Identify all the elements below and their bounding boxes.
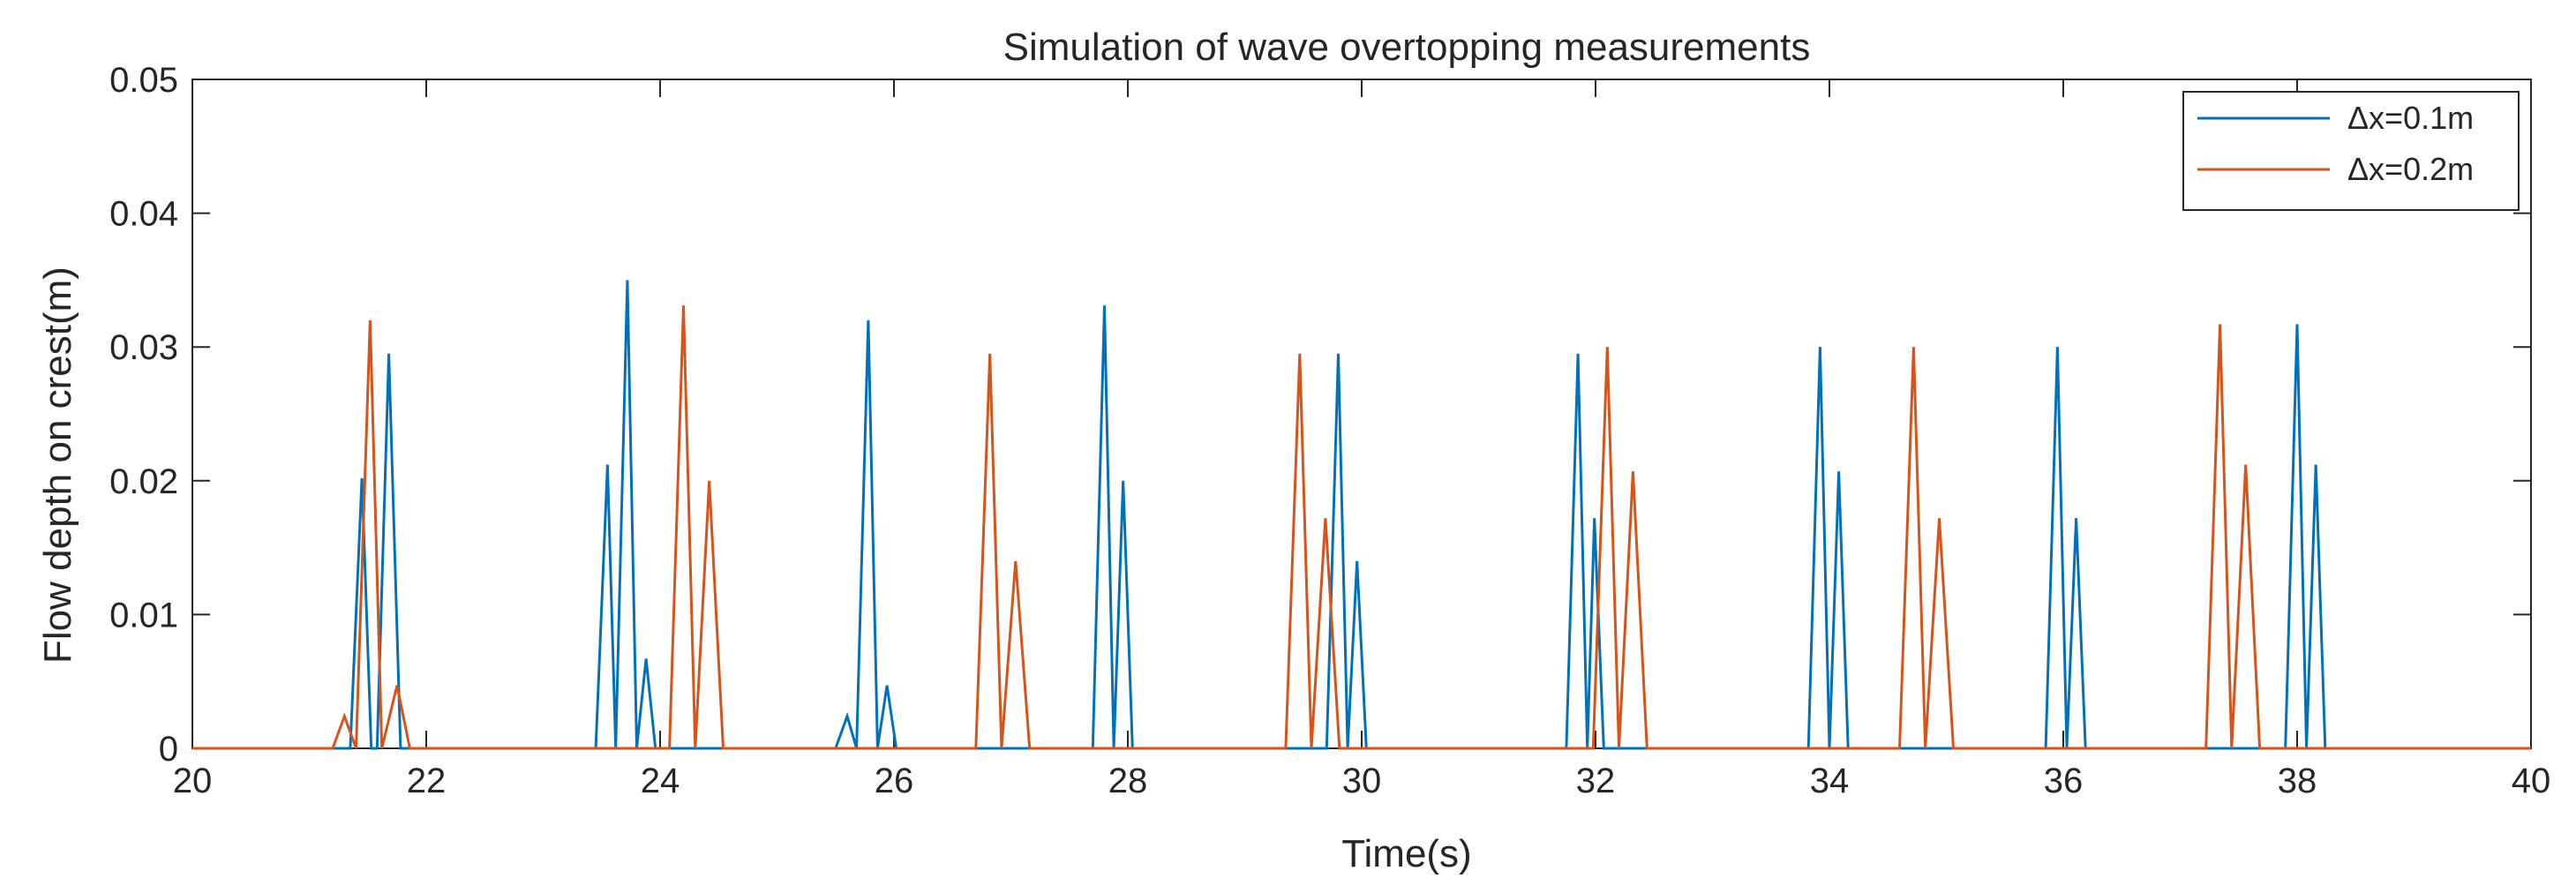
y-tick-label: 0 [159, 730, 178, 769]
y-tick-label: 0.04 [109, 195, 178, 234]
x-tick-label: 20 [173, 762, 213, 800]
legend-entry-1: Δx=0.1m [2347, 100, 2474, 136]
x-tick-label: 36 [2044, 762, 2084, 800]
x-tick-label: 38 [2278, 762, 2317, 800]
y-tick-label: 0.02 [109, 462, 178, 501]
x-tick-label: 24 [641, 762, 680, 800]
x-tick-label: 30 [1342, 762, 1382, 800]
x-axis-label: Time(s) [1341, 832, 1471, 875]
legend-entry-2: Δx=0.2m [2347, 151, 2474, 187]
x-tick-label: 26 [875, 762, 914, 800]
series-line-2 [192, 305, 2531, 750]
x-tick-label: 22 [407, 762, 447, 800]
plot-area: 20 22 24 26 28 30 32 34 36 38 40 0 0.01 0.02 0.03 0.04 0… [109, 61, 2550, 800]
x-tick-label: 40 [2512, 762, 2551, 800]
legend-box [2182, 91, 2520, 211]
x-tick-label: 32 [1576, 762, 1616, 800]
chart-title: Simulation of wave overtopping measureme… [1003, 26, 1811, 69]
x-tick-label: 28 [1108, 762, 1148, 800]
x-tick-label: 34 [1810, 762, 1850, 800]
y-tick-label: 0.03 [109, 328, 178, 367]
y-axis-label: Flow depth on crest(m) [36, 267, 79, 664]
legend: Δx=0.1m Δx=0.2m [2182, 91, 2520, 211]
y-tick-label: 0.05 [109, 61, 178, 100]
y-tick-label: 0.01 [109, 596, 178, 634]
